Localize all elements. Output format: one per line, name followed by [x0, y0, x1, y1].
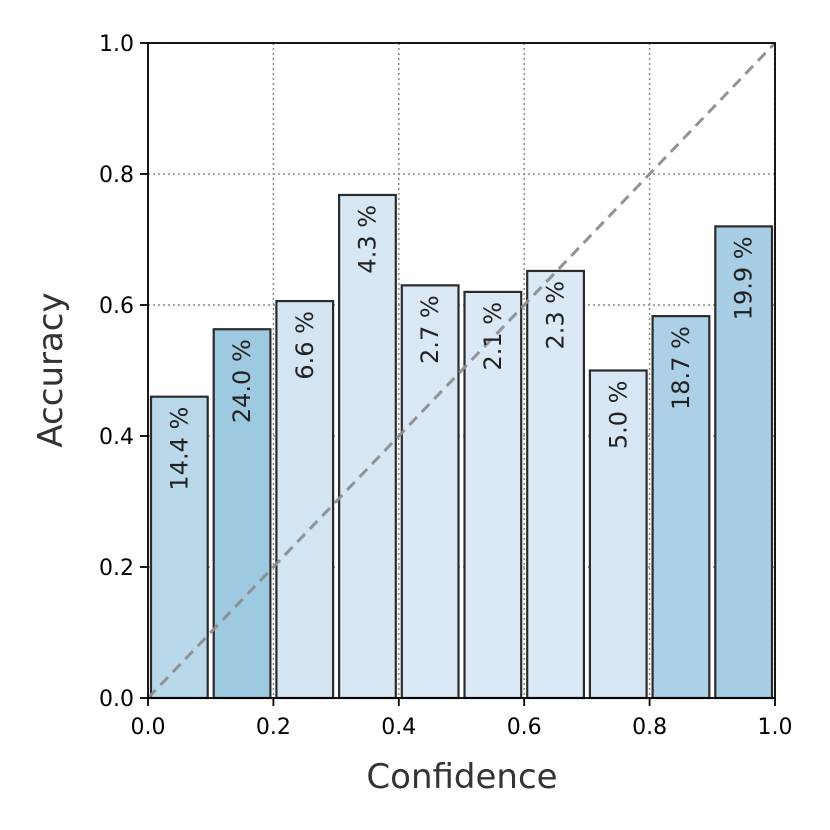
y-tick-label: 1.0	[99, 32, 134, 57]
bar-bin-2	[212, 328, 272, 700]
bar-bin-1	[149, 395, 209, 700]
x-tick-label: 0.6	[507, 715, 542, 740]
bar-label-bin-4: 4.3 %	[353, 205, 381, 274]
bar-label-bin-10: 19.9 %	[730, 236, 758, 320]
bar-label-bin-3: 6.6 %	[291, 311, 319, 380]
x-tick-label: 0.4	[381, 715, 416, 740]
bar-labels: 14.4 % 24.0 % 6.6 % 4.3 % 2.7 % 2.1 % 2.3 % 5.0…	[165, 205, 757, 491]
x-tick-label: 0.2	[256, 715, 291, 740]
bar-bin-3	[275, 299, 335, 700]
bars	[149, 193, 774, 700]
diagonal-reference	[146, 41, 777, 700]
bar-label-bin-1: 14.4 %	[165, 407, 193, 491]
bar-label-bin-5: 2.7 %	[416, 295, 444, 364]
y-tick-label: 0.0	[99, 687, 134, 712]
bar-bin-5	[400, 284, 460, 700]
x-tick-label: 1.0	[758, 715, 793, 740]
bar-label-bin-8: 5.0 %	[604, 381, 632, 450]
x-tick-label: 0.0	[131, 715, 166, 740]
y-tick-label: 0.8	[99, 163, 134, 188]
y-axis-title: Accuracy	[31, 292, 71, 447]
bar-bin-4	[338, 193, 397, 700]
x-tick-label: 0.8	[632, 715, 667, 740]
bar-label-bin-2: 24.0 %	[228, 339, 256, 423]
axes: 0.0 0.2 0.4 0.6 0.8 1.0 0.0 0.2 0.4 0.6 0.8 1.0	[99, 32, 793, 740]
bar-label-bin-9: 18.7 %	[667, 326, 695, 410]
bar-label-bin-7: 2.3 %	[542, 281, 570, 350]
bar-bin-7	[526, 269, 586, 700]
plot-frame	[147, 42, 776, 699]
bar-label-bin-6: 2.1 %	[479, 302, 507, 371]
diagonal-line	[146, 41, 777, 700]
y-tick-label: 0.6	[99, 294, 134, 319]
x-axis-title: Confidence	[366, 757, 557, 797]
y-tick-label: 0.2	[99, 556, 134, 581]
y-tick-label: 0.4	[99, 425, 134, 450]
